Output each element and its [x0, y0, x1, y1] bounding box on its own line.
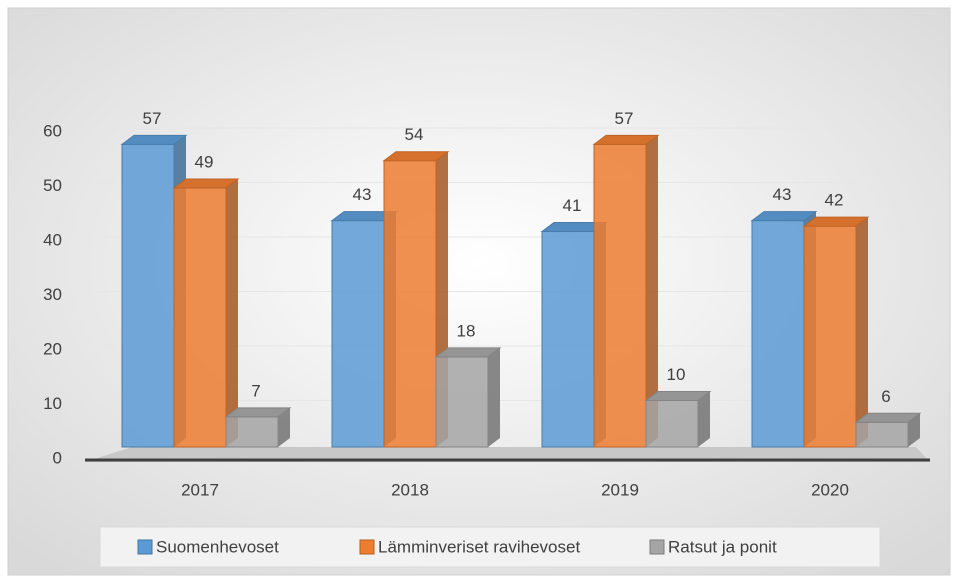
bar-top: [434, 347, 502, 358]
bar: [383, 160, 437, 448]
data-label: 10: [667, 365, 686, 384]
bar-side: [856, 217, 868, 447]
data-label: 54: [405, 125, 424, 144]
y-tick-label: 20: [43, 339, 62, 358]
bar-top: [172, 178, 240, 189]
y-tick-label: 50: [43, 176, 62, 195]
y-tick-label: 30: [43, 285, 62, 304]
legend-label: Suomenhevoset: [156, 537, 279, 556]
bar: [225, 416, 279, 448]
bar-top: [854, 412, 922, 423]
bar-top: [802, 216, 870, 227]
bar-top: [592, 134, 660, 145]
bar: [645, 400, 699, 448]
x-tick-label: 2020: [811, 480, 849, 499]
floor: [85, 447, 930, 462]
bar-side: [278, 407, 290, 447]
bar-top: [120, 134, 188, 145]
data-label: 7: [251, 381, 260, 400]
bar-top: [224, 407, 292, 418]
bar: [855, 421, 909, 448]
data-label: 43: [773, 185, 792, 204]
bar: [803, 225, 857, 448]
y-tick-label: 0: [53, 448, 62, 467]
bar-side: [226, 178, 238, 447]
x-tick-label: 2018: [391, 480, 429, 499]
y-tick-label: 60: [43, 121, 62, 140]
y-tick-label: 10: [43, 394, 62, 413]
legend-label: Lämminveriset ravihevoset: [378, 537, 580, 556]
bar: [173, 187, 227, 448]
bar: [541, 231, 595, 448]
data-label: 57: [143, 109, 162, 128]
data-label: 6: [881, 387, 890, 406]
data-label: 43: [353, 185, 372, 204]
data-label: 49: [195, 152, 214, 171]
bar-top: [644, 391, 712, 401]
bar: [435, 356, 489, 448]
bar: [593, 143, 647, 448]
data-label: 42: [825, 191, 844, 210]
x-tick-label: 2019: [601, 480, 639, 499]
bar: [121, 143, 175, 448]
bar-side: [488, 347, 500, 447]
legend-swatch: [359, 539, 375, 555]
bar-side: [646, 135, 658, 447]
x-tick-label: 2017: [181, 480, 219, 499]
data-label: 41: [563, 196, 582, 215]
legend-swatch: [137, 539, 153, 555]
legend-swatch: [649, 539, 665, 555]
bar-top: [382, 151, 450, 162]
legend-label: Ratsut ja ponit: [668, 537, 777, 556]
bar-side: [908, 413, 920, 447]
y-tick-label: 40: [43, 230, 62, 249]
bar-side: [698, 391, 710, 447]
legend-box: [99, 526, 881, 568]
bar: [331, 220, 385, 448]
bar: [751, 220, 805, 448]
data-label: 57: [615, 109, 634, 128]
bar-top: [750, 211, 818, 222]
data-label: 18: [457, 321, 476, 340]
